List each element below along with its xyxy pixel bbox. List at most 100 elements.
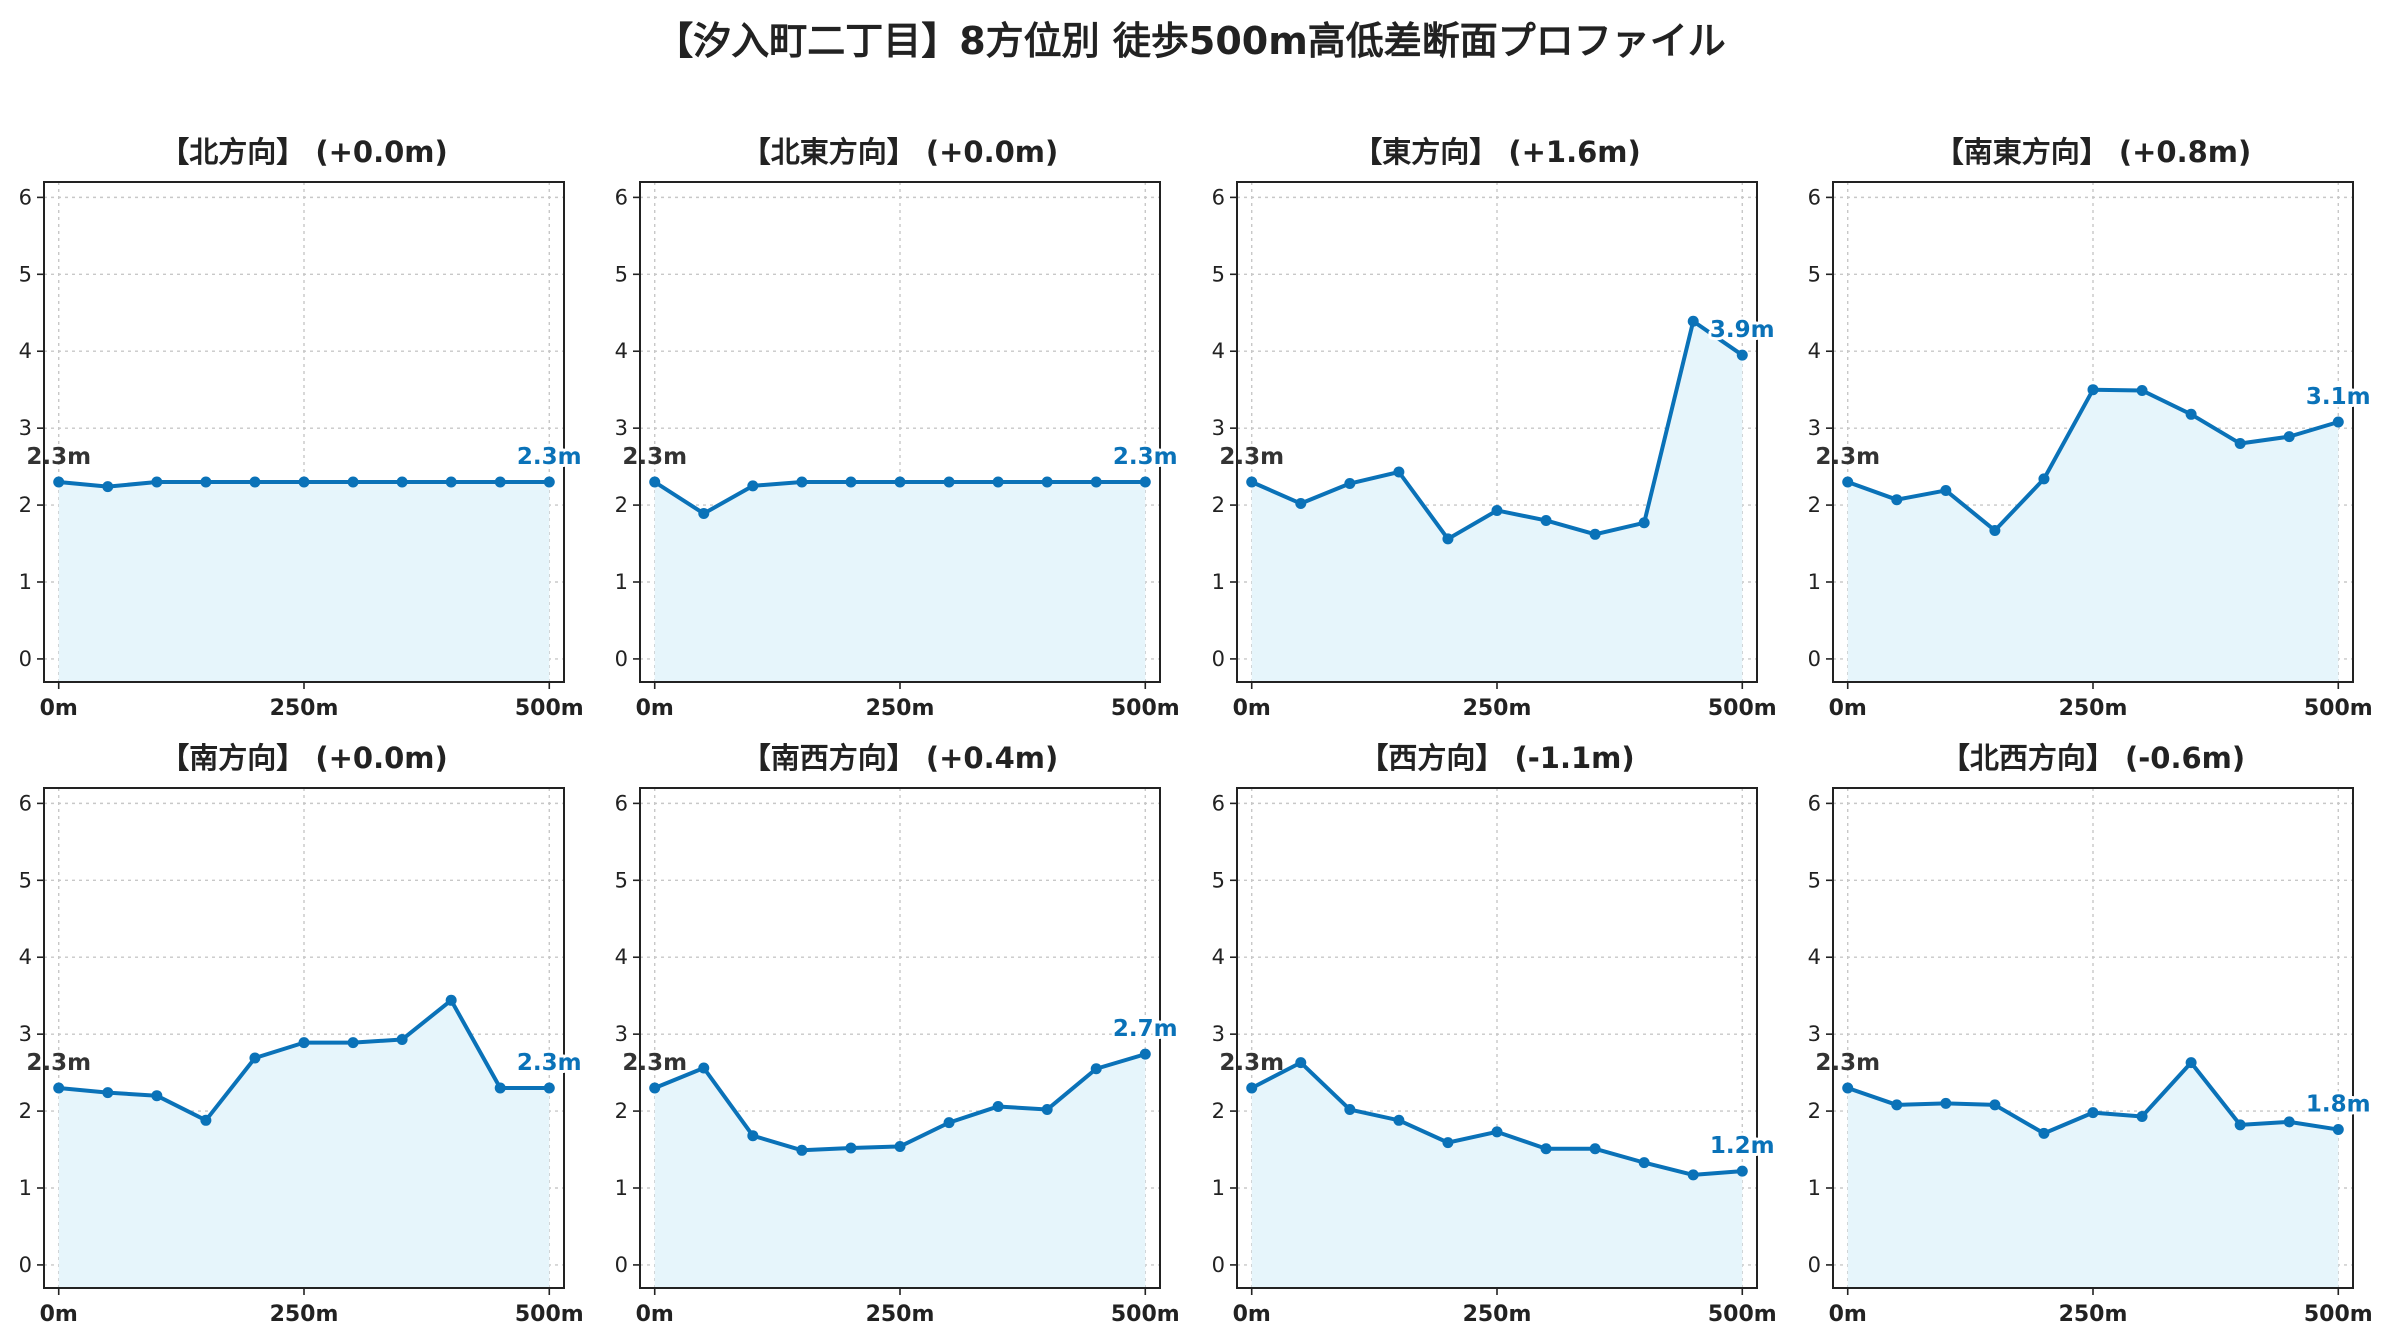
- y-tick-label: 3: [19, 1022, 32, 1046]
- data-point: [543, 476, 555, 488]
- data-point: [894, 1140, 906, 1152]
- panel-title: 【北東方向】 (+0.0m): [742, 135, 1059, 169]
- y-tick-label: 6: [19, 185, 32, 209]
- panel-1: 0 1 2 3 4 5 6 0m 250m 500m 【北方向】 (+0.0m) 2.3m 2.3m: [19, 135, 585, 721]
- panel-title: 【西方向】 (-1.1m): [1359, 741, 1634, 775]
- data-point: [1589, 528, 1601, 540]
- data-point: [698, 1062, 710, 1074]
- data-point: [1344, 1104, 1356, 1116]
- area-fill: [58, 482, 550, 682]
- data-point: [543, 1082, 555, 1094]
- x-tick-label: 500m: [1708, 1302, 1777, 1327]
- data-point: [649, 1082, 661, 1094]
- data-point: [1891, 1099, 1903, 1111]
- data-point: [2185, 1057, 2197, 1069]
- panel-7: 0 1 2 3 4 5 6 0m 250m 500m 【西方向】 (-1.1m) 2.3m 1.2m: [1212, 741, 1778, 1327]
- data-point: [1891, 494, 1903, 506]
- x-tick-label: 250m: [270, 1302, 339, 1327]
- y-tick-label: 4: [1212, 339, 1225, 363]
- x-tick-label: 500m: [1708, 696, 1777, 721]
- data-point: [200, 1114, 212, 1126]
- data-point: [2283, 1116, 2295, 1128]
- panel-6: 0 1 2 3 4 5 6 0m 250m 500m 【南西方向】 (+0.4m) 2.3m 2.7m: [615, 741, 1181, 1327]
- data-point: [53, 1082, 65, 1094]
- data-point: [2234, 438, 2246, 450]
- data-point: [2332, 416, 2344, 428]
- x-tick-label: 250m: [866, 1302, 935, 1327]
- y-tick-label: 0: [1808, 647, 1821, 671]
- y-tick-label: 5: [19, 262, 32, 286]
- y-tick-label: 0: [19, 647, 32, 671]
- y-tick-label: 3: [1212, 416, 1225, 440]
- data-point: [2087, 1107, 2099, 1119]
- data-point: [1442, 1137, 1454, 1149]
- data-point: [396, 476, 408, 488]
- data-point: [894, 476, 906, 488]
- y-tick-label: 6: [615, 791, 628, 815]
- data-point: [796, 476, 808, 488]
- y-tick-label: 1: [1808, 570, 1821, 594]
- data-point: [992, 1100, 1004, 1112]
- y-tick-label: 2: [1212, 493, 1225, 517]
- start-label: 2.3m: [622, 1050, 687, 1076]
- y-tick-label: 2: [615, 1099, 628, 1123]
- data-point: [347, 476, 359, 488]
- y-tick-label: 4: [615, 945, 628, 969]
- end-label: 1.8m: [2306, 1092, 2371, 1118]
- data-point: [1090, 1063, 1102, 1075]
- y-tick-label: 6: [19, 791, 32, 815]
- data-point: [151, 476, 163, 488]
- data-point: [1736, 1165, 1748, 1177]
- end-label: 2.3m: [517, 1050, 582, 1076]
- data-point: [1090, 476, 1102, 488]
- data-point: [1540, 514, 1552, 526]
- data-point: [649, 476, 661, 488]
- x-tick-label: 0m: [1829, 1302, 1867, 1327]
- data-point: [845, 476, 857, 488]
- data-point: [151, 1090, 163, 1102]
- panel-8: 0 1 2 3 4 5 6 0m 250m 500m 【北西方向】 (-0.6m) 2.3m 1.8m: [1808, 741, 2374, 1327]
- data-point: [1041, 476, 1053, 488]
- end-label: 1.2m: [1710, 1133, 1775, 1159]
- x-tick-label: 0m: [40, 696, 78, 721]
- panel-3: 0 1 2 3 4 5 6 0m 250m 500m 【東方向】 (+1.6m) 2.3m 3.9m: [1212, 135, 1778, 721]
- end-label: 3.1m: [2306, 384, 2371, 410]
- data-point: [445, 476, 457, 488]
- area-fill: [1847, 1062, 2339, 1288]
- y-tick-label: 4: [615, 339, 628, 363]
- x-tick-label: 500m: [2304, 1302, 2373, 1327]
- data-point: [845, 1142, 857, 1154]
- data-point: [1940, 1097, 1952, 1109]
- x-tick-label: 0m: [636, 1302, 674, 1327]
- data-point: [445, 994, 457, 1006]
- data-point: [2234, 1119, 2246, 1131]
- y-tick-label: 5: [1212, 868, 1225, 892]
- data-point: [1687, 1169, 1699, 1181]
- x-tick-label: 0m: [1233, 1302, 1271, 1327]
- data-point: [2087, 384, 2099, 396]
- y-tick-label: 3: [1808, 1022, 1821, 1046]
- y-tick-label: 1: [1212, 570, 1225, 594]
- x-tick-label: 0m: [1233, 696, 1271, 721]
- y-tick-label: 4: [1808, 945, 1821, 969]
- data-point: [1736, 349, 1748, 361]
- y-tick-label: 2: [1212, 1099, 1225, 1123]
- area-fill: [1847, 389, 2339, 682]
- data-point: [102, 1087, 114, 1099]
- data-point: [2038, 473, 2050, 485]
- data-point: [1442, 533, 1454, 545]
- y-tick-label: 2: [1808, 493, 1821, 517]
- data-point: [53, 476, 65, 488]
- data-point: [1139, 476, 1151, 488]
- y-tick-label: 4: [1808, 339, 1821, 363]
- y-tick-label: 0: [1212, 647, 1225, 671]
- data-point: [2185, 408, 2197, 420]
- x-tick-label: 0m: [1829, 696, 1867, 721]
- y-tick-label: 0: [1212, 1253, 1225, 1277]
- y-tick-label: 6: [1212, 185, 1225, 209]
- y-tick-label: 5: [1808, 868, 1821, 892]
- area-fill: [58, 1000, 550, 1288]
- area-fill: [654, 482, 1146, 682]
- data-point: [1295, 498, 1307, 510]
